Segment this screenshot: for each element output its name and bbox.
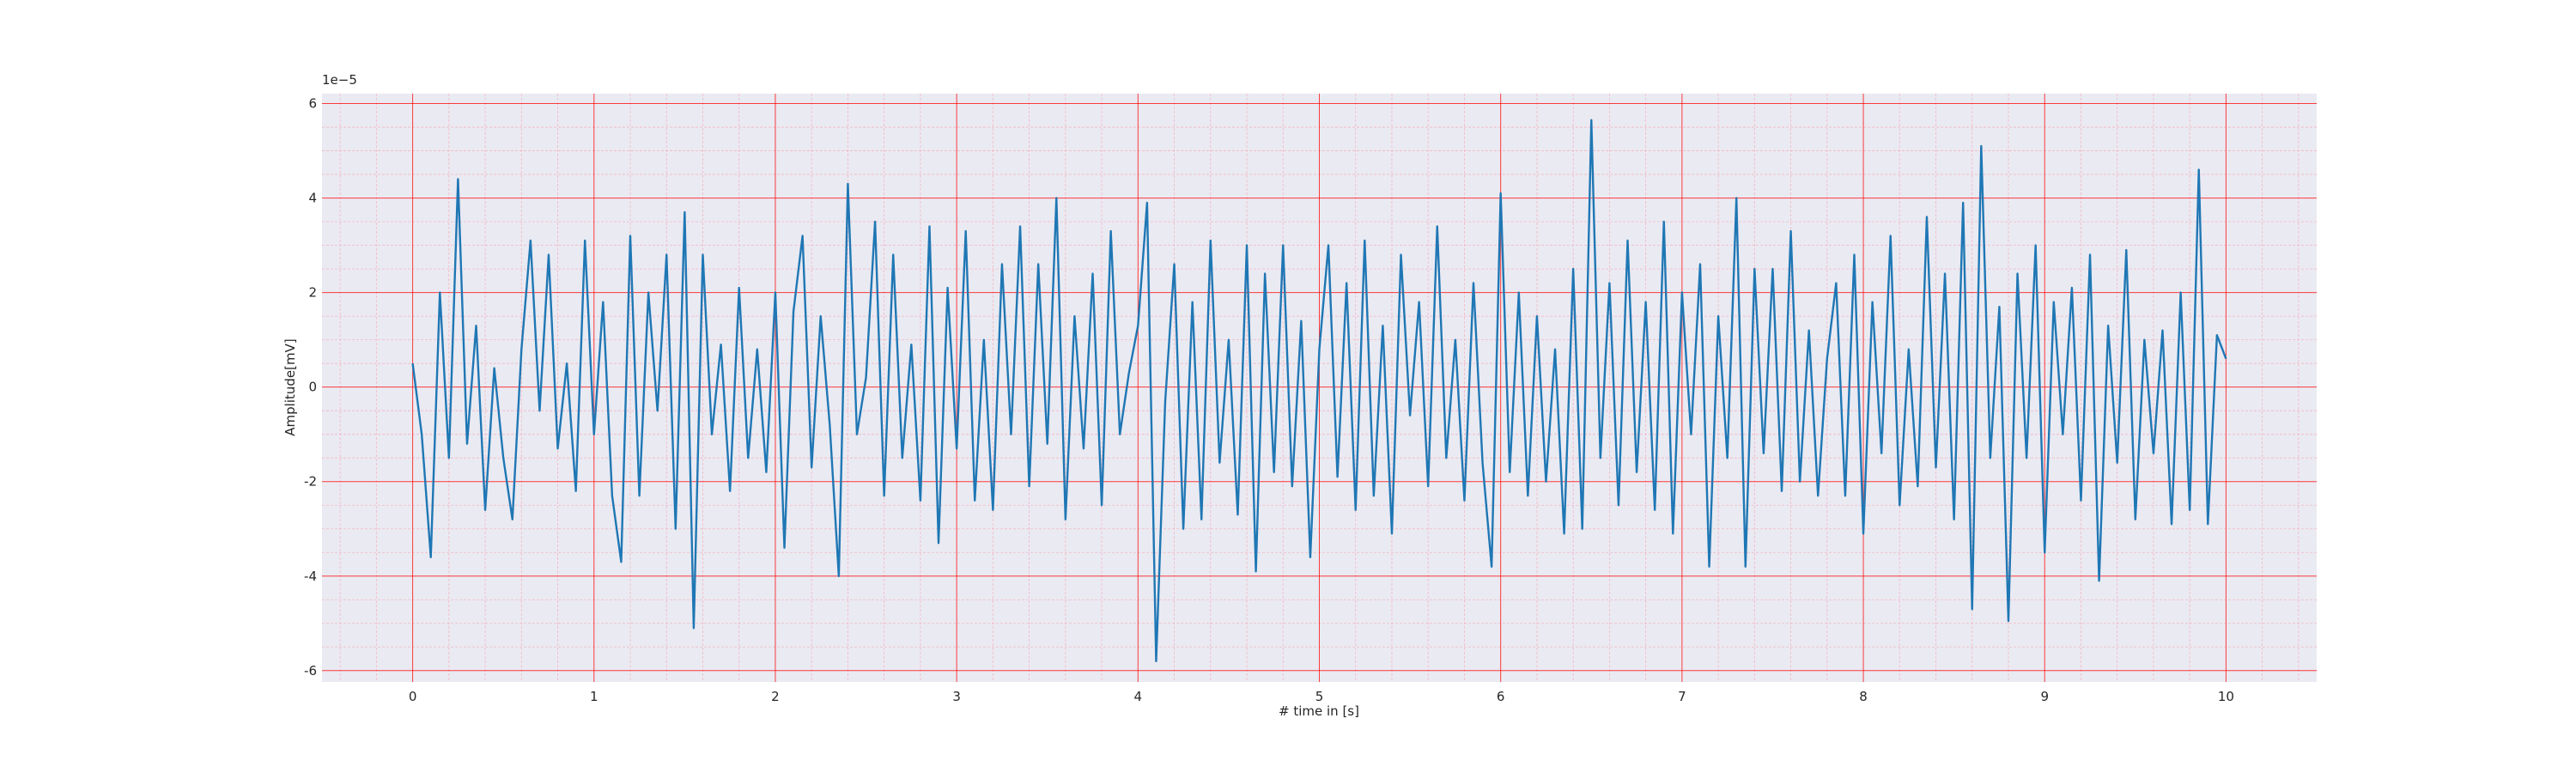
x-tick-label: 5 <box>1315 689 1324 704</box>
y-tick-label: 6 <box>308 96 317 112</box>
x-tick-label: 1 <box>590 689 598 704</box>
x-tick-label: 8 <box>1859 689 1868 704</box>
x-tick-label: 10 <box>2218 689 2234 704</box>
x-tick-label: 3 <box>952 689 961 704</box>
x-tick-label: 6 <box>1497 689 1505 704</box>
signal-line <box>411 119 2227 662</box>
x-tick-label: 7 <box>1678 689 1686 704</box>
y-offset-text: 1e−5 <box>322 72 357 88</box>
x-tick-label: 4 <box>1134 689 1143 704</box>
x-tick-label: 0 <box>409 689 417 704</box>
x-tick-label: 9 <box>2040 689 2049 704</box>
y-tick-label: -6 <box>304 663 317 679</box>
y-tick-label: -2 <box>304 474 317 490</box>
x-axis-label: # time in [s] <box>1279 703 1359 719</box>
y-axis-label: Amplitude[mV] <box>283 338 298 435</box>
y-tick-label: 4 <box>308 191 317 206</box>
y-tick-label: -4 <box>304 569 317 584</box>
y-tick-label: 2 <box>308 285 317 301</box>
y-tick-label: 0 <box>308 380 317 395</box>
x-tick-label: 2 <box>771 689 780 704</box>
